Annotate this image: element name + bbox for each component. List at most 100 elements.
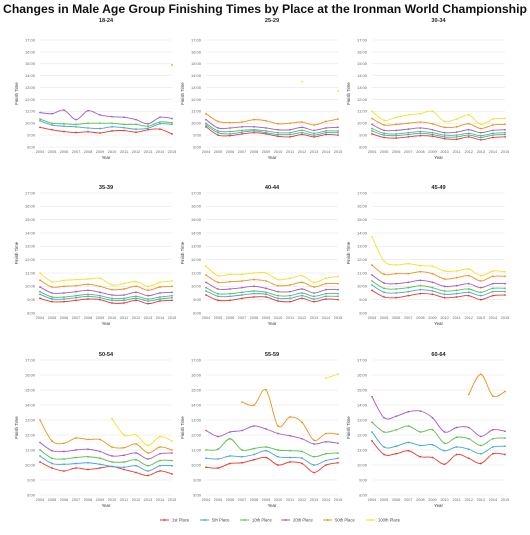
data-point xyxy=(135,285,137,288)
data-point xyxy=(229,273,231,276)
data-point xyxy=(111,417,113,420)
data-point xyxy=(39,126,41,129)
x-tick-label: 2011 xyxy=(120,150,128,154)
data-point xyxy=(277,455,279,458)
x-tick-label: 2009 xyxy=(96,498,104,502)
data-point xyxy=(407,449,410,452)
data-point xyxy=(407,128,410,131)
series-line-5th-place xyxy=(371,431,506,455)
data-point xyxy=(241,429,243,432)
data-point xyxy=(419,288,422,291)
y-tick-label: 10:00 xyxy=(191,462,202,467)
data-point xyxy=(504,453,506,456)
x-tick-label: 2004 xyxy=(368,498,376,502)
data-point xyxy=(241,129,243,132)
data-point xyxy=(147,474,149,477)
series-line-20th-place xyxy=(205,119,339,131)
y-tick-label: 11:00 xyxy=(357,270,367,275)
data-point xyxy=(313,129,315,132)
data-point xyxy=(313,281,315,284)
data-point xyxy=(443,285,446,288)
data-point xyxy=(301,437,303,440)
data-point xyxy=(39,455,41,457)
data-point xyxy=(241,280,243,282)
data-point xyxy=(135,131,137,134)
data-point xyxy=(75,299,77,302)
y-tick-label: 8:00 xyxy=(359,144,368,149)
data-point xyxy=(419,132,422,135)
data-point xyxy=(467,274,470,277)
x-tick-label: 2007 xyxy=(72,150,80,154)
data-point xyxy=(253,131,255,134)
data-point xyxy=(289,294,291,297)
panel-55-59: 55-59 8:00 9:00 10:00 11:00 12:00 13:00 14:00 15… xyxy=(180,352,342,508)
data-point xyxy=(407,133,410,136)
data-point xyxy=(205,286,207,289)
data-point xyxy=(337,118,339,120)
data-point xyxy=(395,264,398,266)
data-point xyxy=(479,280,482,282)
data-point xyxy=(337,288,339,291)
data-point xyxy=(253,453,255,456)
x-tick-label: 2005 xyxy=(48,498,56,502)
y-tick-label: 11:00 xyxy=(191,109,201,114)
data-point xyxy=(123,282,125,285)
x-tick-label: 2009 xyxy=(428,150,436,154)
series-line-20th-place xyxy=(205,281,339,294)
data-point xyxy=(492,270,494,272)
series-line-1st-place xyxy=(205,456,339,473)
data-point xyxy=(99,467,101,469)
data-point xyxy=(325,440,327,443)
data-point xyxy=(75,284,77,287)
y-tick-label: 14:00 xyxy=(357,230,368,235)
data-point xyxy=(147,302,149,305)
data-point xyxy=(265,131,267,134)
data-point xyxy=(171,459,173,462)
series-line-5th-place xyxy=(371,130,506,138)
panel-title: 30-34 xyxy=(431,18,446,24)
data-point xyxy=(419,444,422,447)
data-point xyxy=(407,410,410,413)
data-point xyxy=(123,294,125,296)
data-point xyxy=(75,449,77,451)
data-point xyxy=(135,434,137,436)
data-point xyxy=(63,296,65,298)
data-point xyxy=(383,134,385,137)
data-point xyxy=(407,131,410,134)
x-tick-label: 2004 xyxy=(202,316,210,320)
data-point xyxy=(467,426,470,429)
series-line-5th-place xyxy=(205,450,339,466)
y-tick-label: 17:00 xyxy=(25,190,36,195)
data-point xyxy=(371,130,373,132)
data-point xyxy=(51,122,53,125)
y-tick-label: 11:00 xyxy=(191,447,201,452)
data-point xyxy=(111,455,113,457)
data-point xyxy=(455,426,458,429)
data-point xyxy=(87,298,89,300)
y-tick-label: 17:00 xyxy=(191,37,202,42)
x-tick-label: 2008 xyxy=(84,150,92,154)
data-point xyxy=(51,462,53,465)
data-point xyxy=(289,122,291,125)
data-point xyxy=(455,138,458,141)
x-tick-label: 2008 xyxy=(84,498,92,502)
y-tick-label: 16:00 xyxy=(191,372,202,377)
y-tick-label: 16:00 xyxy=(25,49,36,54)
x-tick-label: 2004 xyxy=(36,150,44,154)
data-point xyxy=(443,137,446,140)
data-point xyxy=(147,127,149,130)
data-point xyxy=(217,292,219,295)
x-tick-label: 2004 xyxy=(368,316,376,320)
y-tick-label: 17:00 xyxy=(191,357,202,362)
x-tick-label: 2005 xyxy=(214,498,222,502)
data-point xyxy=(443,293,446,296)
y-tick-label: 13:00 xyxy=(25,244,36,249)
data-point xyxy=(135,123,137,126)
y-tick-label: 11:00 xyxy=(25,447,35,452)
data-point xyxy=(504,133,506,136)
data-point xyxy=(395,133,398,135)
y-tick-label: 8:00 xyxy=(27,492,36,497)
data-point xyxy=(51,292,53,294)
x-tick-label: 2015 xyxy=(501,316,509,320)
data-point xyxy=(407,294,410,297)
